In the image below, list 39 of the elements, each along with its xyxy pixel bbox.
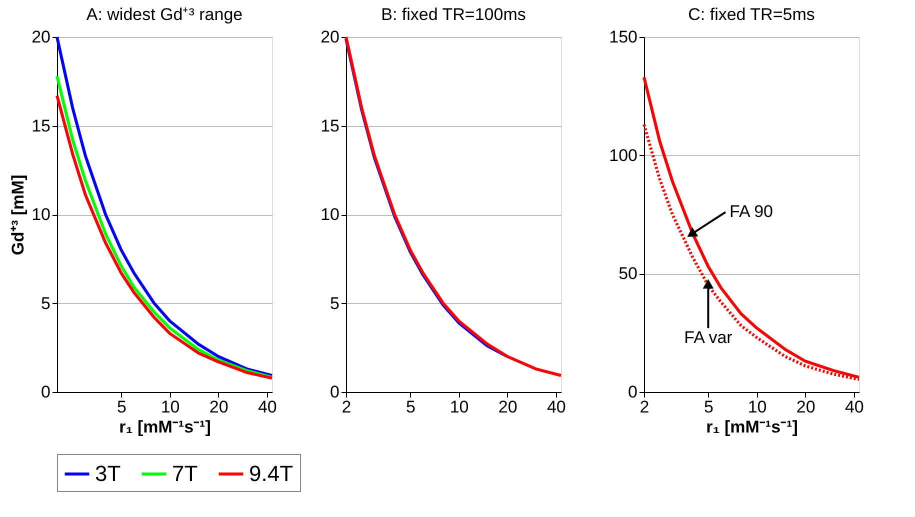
legend-label: 7T (172, 461, 198, 486)
y-tick-label: 100 (609, 146, 638, 165)
y-tick-label: 15 (320, 116, 340, 136)
y-axis-title: Gd⁺³ [mM] (8, 174, 28, 256)
legend-label: 3T (95, 461, 121, 486)
x-axis-title: r₁ [mM⁻¹s⁻¹] (119, 418, 211, 436)
x-tick-label: 10 (748, 398, 767, 416)
y-tick-label: 20 (320, 28, 340, 46)
y-tick-label: 0 (330, 382, 340, 402)
x-tick-label: 5 (116, 398, 126, 416)
chart-title: A: widest Gd⁺³ range (86, 5, 243, 24)
y-tick-label: 150 (609, 28, 638, 46)
x-tick-label: 20 (796, 398, 816, 416)
x-tick-label: 40 (844, 398, 864, 416)
x-tick-label: 10 (160, 398, 180, 416)
x-tick-label: 40 (546, 398, 566, 416)
x-tick-label: 2 (342, 398, 352, 416)
x-tick-label: 40 (258, 398, 277, 416)
y-tick-label: 50 (618, 264, 638, 284)
y-tick-label: 5 (330, 294, 340, 313)
x-tick-label: 20 (498, 398, 518, 416)
x-tick-label: 10 (450, 398, 469, 416)
x-tick-label: 2 (640, 398, 650, 416)
annotation: FA var (684, 328, 733, 348)
chart-title: B: fixed TR=100ms (381, 5, 526, 24)
x-tick-label: 5 (406, 398, 416, 416)
y-tick-label: 5 (41, 294, 50, 313)
annotation: FA 90 (730, 202, 773, 222)
x-axis-title: r₁ [mM⁻¹s⁻¹] (706, 418, 798, 436)
chart-title: C: fixed TR=5ms (688, 5, 815, 24)
x-tick-label: 20 (209, 398, 228, 416)
y-tick-label: 10 (320, 205, 340, 224)
x-tick-label: 5 (704, 398, 714, 416)
y-tick-label: 10 (32, 205, 50, 224)
y-tick-label: 0 (628, 382, 638, 402)
y-tick-label: 15 (32, 116, 50, 136)
y-tick-label: 20 (32, 28, 50, 46)
y-tick-label: 0 (41, 382, 50, 402)
legend-label: 9.4T (249, 461, 294, 486)
